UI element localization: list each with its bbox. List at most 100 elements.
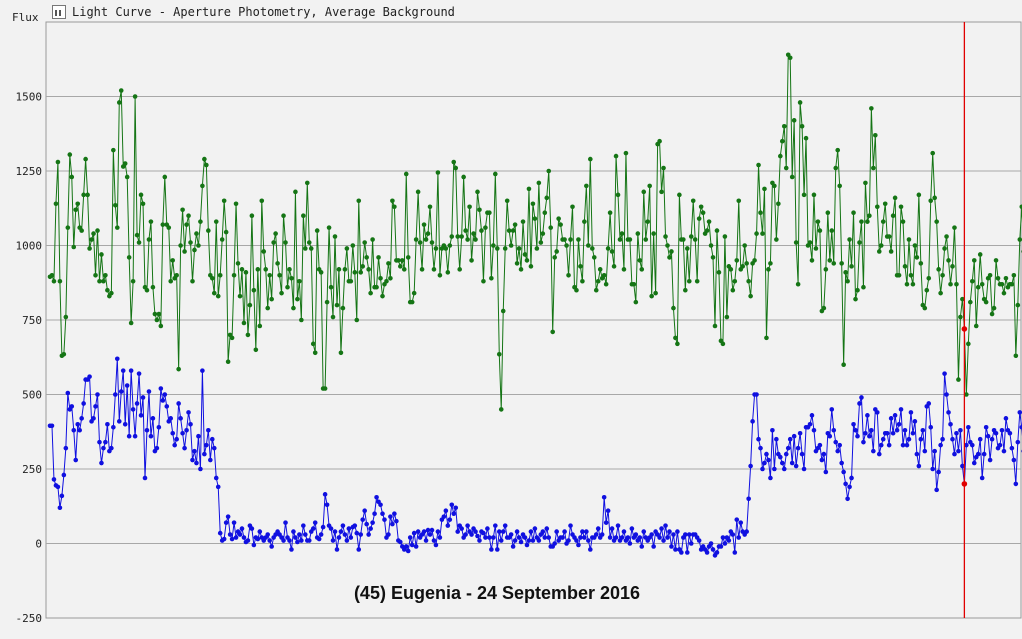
data-point xyxy=(574,538,579,543)
data-point xyxy=(310,526,316,531)
data-point xyxy=(154,445,160,451)
data-point xyxy=(202,156,207,162)
data-point xyxy=(182,445,187,451)
data-point xyxy=(138,413,144,418)
data-point xyxy=(728,267,734,272)
data-point xyxy=(651,231,656,236)
data-point xyxy=(524,258,530,263)
data-point xyxy=(295,539,300,545)
data-point xyxy=(902,427,908,433)
data-point xyxy=(498,407,504,412)
data-point xyxy=(783,165,789,171)
data-point xyxy=(795,281,801,287)
data-point xyxy=(847,237,852,242)
data-point xyxy=(932,448,937,454)
data-point xyxy=(508,243,514,248)
data-point xyxy=(793,240,799,245)
data-point xyxy=(318,532,324,537)
data-point xyxy=(1003,275,1009,281)
data-point xyxy=(435,529,441,534)
data-point xyxy=(736,535,742,540)
data-point xyxy=(415,529,421,534)
data-point xyxy=(880,219,886,224)
data-point xyxy=(186,213,191,218)
data-point xyxy=(59,493,65,499)
data-point xyxy=(215,293,221,299)
data-point xyxy=(762,186,767,192)
data-point xyxy=(243,270,249,275)
data-point xyxy=(342,532,348,537)
data-point xyxy=(182,249,187,254)
data-point xyxy=(437,273,443,278)
data-point xyxy=(522,252,528,257)
data-point xyxy=(827,433,833,439)
data-point xyxy=(835,448,841,454)
data-point xyxy=(851,422,856,427)
data-point xyxy=(827,258,833,263)
data-point xyxy=(863,180,868,186)
data-point xyxy=(526,186,532,192)
data-point xyxy=(265,305,271,311)
data-point xyxy=(831,261,837,266)
data-point xyxy=(855,433,860,439)
data-point xyxy=(746,496,751,502)
data-point xyxy=(396,258,401,263)
data-point xyxy=(192,448,197,454)
data-point xyxy=(975,451,981,457)
data-point xyxy=(681,237,686,242)
data-point xyxy=(958,314,963,320)
data-point xyxy=(595,526,601,531)
data-point xyxy=(631,281,637,287)
data-point xyxy=(380,293,385,299)
data-point xyxy=(354,530,360,536)
data-point xyxy=(289,547,294,552)
data-point xyxy=(178,416,183,421)
series-2 xyxy=(47,356,1022,558)
data-point xyxy=(475,533,480,539)
data-point xyxy=(938,290,943,296)
data-point xyxy=(948,422,953,427)
data-point xyxy=(613,535,619,540)
data-point xyxy=(696,216,702,221)
data-point xyxy=(413,237,419,242)
data-point xyxy=(920,427,926,433)
data-point xyxy=(166,225,172,230)
data-point xyxy=(304,180,310,186)
data-point xyxy=(103,439,108,445)
data-point xyxy=(855,287,860,293)
data-point xyxy=(865,219,870,224)
data-point xyxy=(481,278,486,284)
data-point xyxy=(768,261,773,266)
data-point xyxy=(746,278,751,284)
data-point xyxy=(514,529,520,534)
data-point xyxy=(845,496,850,502)
data-point xyxy=(405,255,411,260)
data-point xyxy=(991,305,997,311)
y-tick-label: 250 xyxy=(22,463,42,476)
data-point xyxy=(938,442,943,448)
chart-icon[interactable] xyxy=(52,5,66,19)
data-point xyxy=(576,542,581,548)
data-point xyxy=(748,463,753,469)
data-point xyxy=(791,118,797,123)
data-point xyxy=(865,413,870,418)
data-point xyxy=(801,192,807,198)
data-point xyxy=(591,255,597,260)
data-point xyxy=(65,225,71,230)
data-point xyxy=(194,231,199,236)
data-point xyxy=(87,246,92,251)
data-point xyxy=(401,267,407,272)
data-point xyxy=(906,237,912,242)
data-point xyxy=(156,424,162,430)
data-point xyxy=(146,389,152,394)
data-point xyxy=(113,392,118,397)
data-point xyxy=(1001,290,1007,296)
data-point xyxy=(528,264,534,269)
data-point xyxy=(291,305,296,311)
data-point xyxy=(839,261,844,266)
data-point xyxy=(912,243,918,248)
data-point xyxy=(204,442,209,448)
data-point xyxy=(776,201,781,207)
y-tick-label: 1500 xyxy=(16,91,43,104)
data-point xyxy=(770,427,775,433)
